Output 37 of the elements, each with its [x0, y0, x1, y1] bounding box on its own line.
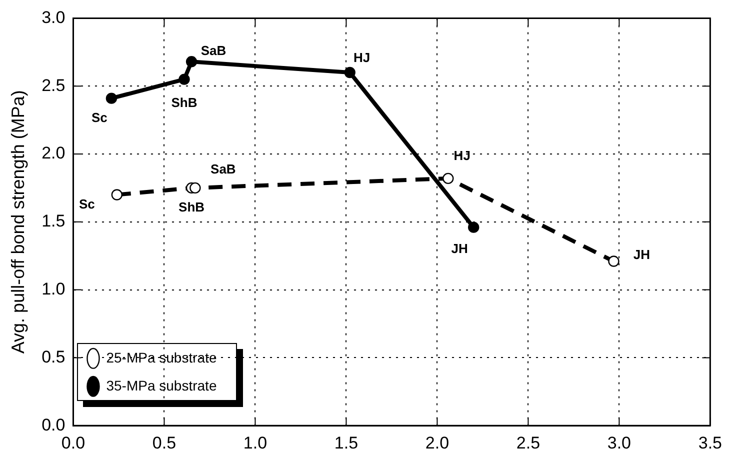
annotation: JH [633, 246, 650, 262]
point [468, 222, 480, 233]
annotation: HJ [454, 148, 470, 164]
annotation: ShB [171, 94, 198, 110]
annotation: JH [451, 240, 468, 256]
legend-label: 25-MPa substrate [106, 349, 217, 366]
annotation: HJ [354, 50, 370, 66]
annotation: Sc [78, 196, 95, 212]
y-tick-label: 1.5 [42, 212, 66, 231]
x-tick-label: 2.0 [425, 433, 450, 452]
y-tick-label: 3.0 [42, 8, 66, 27]
legend-label: 35-MPa substrate [106, 377, 217, 394]
y-tick-label: 1.0 [42, 279, 66, 298]
x-tick-label: 3.0 [607, 433, 632, 452]
point [608, 256, 620, 267]
point [111, 189, 123, 200]
x-tick-label: 0.0 [61, 433, 86, 452]
point [442, 172, 454, 184]
y-tick-label: 2.5 [42, 76, 66, 95]
y-tick-label: 0.5 [42, 347, 66, 366]
x-tick-label: 0.5 [152, 433, 176, 452]
x-tick-label: 1.5 [334, 433, 358, 452]
point [178, 74, 190, 85]
point [106, 92, 118, 104]
y-axis-title: Avg. pull-off bond strength (MPa) [8, 90, 28, 354]
x-tick-label: 1.0 [243, 433, 268, 452]
y-tick-label: 0.0 [42, 415, 66, 434]
point [190, 182, 201, 194]
point [186, 56, 198, 68]
x-tick-label: 3.5 [698, 433, 722, 452]
x-tick-label: 2.5 [516, 433, 540, 452]
y-tick-label: 2.0 [42, 144, 66, 163]
annotation: Sc [91, 110, 108, 125]
point [344, 66, 356, 78]
annotation: SaB [200, 43, 226, 58]
annotation: SaB [210, 162, 236, 177]
annotation: ShB [178, 200, 205, 215]
